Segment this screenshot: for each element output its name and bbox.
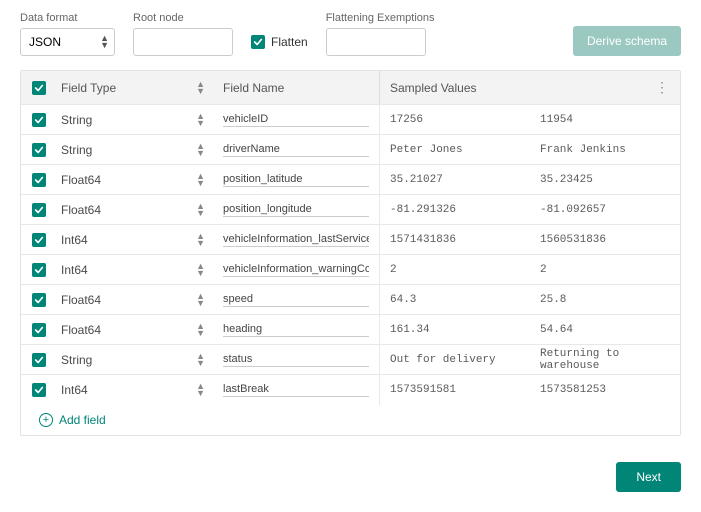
- derive-schema-button[interactable]: Derive schema: [573, 26, 681, 56]
- sampled-value-1: 35.21027: [379, 165, 530, 194]
- field-name-input[interactable]: heading: [223, 323, 369, 337]
- field-type-value: Float64: [61, 293, 101, 307]
- row-checkbox[interactable]: [32, 383, 46, 397]
- data-format-select[interactable]: JSON: [20, 28, 115, 56]
- table-row: Int64 ▲▼ vehicleInformation_lastService 157…: [21, 225, 680, 255]
- type-sort-icon[interactable]: ▲▼: [196, 173, 205, 187]
- table-row: String ▲▼ driverName Peter JonesFrank Jenki…: [21, 135, 680, 165]
- footer: Next: [20, 462, 681, 492]
- flatten-label: Flatten: [271, 35, 308, 49]
- sampled-value-2: 1573581253: [530, 375, 680, 405]
- sampled-value-1: 1573591581: [379, 375, 530, 405]
- sampled-value-1: -81.291326: [379, 195, 530, 224]
- sampled-value-1: 17256: [379, 105, 530, 134]
- data-format-label: Data format: [20, 12, 115, 24]
- field-type-value: Int64: [61, 383, 88, 397]
- header-field-type: Field Type: [61, 81, 116, 95]
- root-node-label: Root node: [133, 12, 233, 24]
- field-name-input[interactable]: speed: [223, 293, 369, 307]
- top-controls: Data format JSON ▲▼ Root node Flatten Fl…: [20, 12, 681, 56]
- field-type-value: String: [61, 143, 92, 157]
- field-type-value: Float64: [61, 203, 101, 217]
- add-field-label: Add field: [59, 413, 106, 427]
- type-sort-icon[interactable]: ▲▼: [196, 143, 205, 157]
- field-name-input[interactable]: position_longitude: [223, 203, 369, 217]
- field-name-input[interactable]: vehicleInformation_warningCod: [223, 263, 369, 277]
- field-name-input[interactable]: vehicleInformation_lastService: [223, 233, 369, 247]
- data-format-group: Data format JSON ▲▼: [20, 12, 115, 56]
- type-sort-icon[interactable]: ▲▼: [196, 233, 205, 247]
- row-checkbox[interactable]: [32, 323, 46, 337]
- next-button[interactable]: Next: [616, 462, 681, 492]
- header-sampled-values: Sampled Values: [390, 81, 477, 95]
- flatten-checkbox[interactable]: [251, 35, 265, 49]
- sampled-value-2: 1560531836: [530, 225, 680, 254]
- type-sort-icon[interactable]: ▲▼: [196, 323, 205, 337]
- field-name-input[interactable]: vehicleID: [223, 113, 369, 127]
- table-row: String ▲▼ status Out for deliveryReturning …: [21, 345, 680, 375]
- sampled-value-1: 161.34: [379, 315, 530, 344]
- row-checkbox[interactable]: [32, 113, 46, 127]
- header-field-name: Field Name: [223, 81, 284, 95]
- type-sort-icon[interactable]: ▲▼: [196, 81, 205, 95]
- row-checkbox[interactable]: [32, 203, 46, 217]
- flattening-exemptions-group: Flattening Exemptions: [326, 12, 435, 56]
- root-node-group: Root node: [133, 12, 233, 56]
- table-row: Float64 ▲▼ position_longitude -81.291326-81…: [21, 195, 680, 225]
- sampled-value-2: 54.64: [530, 315, 680, 344]
- table-row: Float64 ▲▼ position_latitude 35.2102735.234…: [21, 165, 680, 195]
- sampled-value-1: Peter Jones: [379, 135, 530, 164]
- sampled-value-2: 25.8: [530, 285, 680, 314]
- table-row: Float64 ▲▼ speed 64.325.8: [21, 285, 680, 315]
- sampled-value-1: 64.3: [379, 285, 530, 314]
- sampled-value-2: -81.092657: [530, 195, 680, 224]
- field-name-input[interactable]: position_latitude: [223, 173, 369, 187]
- table-row: Float64 ▲▼ heading 161.3454.64: [21, 315, 680, 345]
- sampled-value-2: 11954: [530, 105, 680, 134]
- flattening-exemptions-label: Flattening Exemptions: [326, 12, 435, 24]
- sampled-value-2: Frank Jenkins: [530, 135, 680, 164]
- field-type-value: Float64: [61, 323, 101, 337]
- type-sort-icon[interactable]: ▲▼: [196, 113, 205, 127]
- sampled-value-2: Returning to warehouse: [530, 345, 680, 374]
- plus-icon: +: [39, 413, 53, 427]
- sampled-value-1: Out for delivery: [379, 345, 530, 374]
- row-checkbox[interactable]: [32, 143, 46, 157]
- type-sort-icon[interactable]: ▲▼: [196, 203, 205, 217]
- sampled-value-1: 1571431836: [379, 225, 530, 254]
- sampled-value-2: 35.23425: [530, 165, 680, 194]
- root-node-input[interactable]: [133, 28, 233, 56]
- select-all-checkbox[interactable]: [32, 81, 46, 95]
- field-type-value: Int64: [61, 233, 88, 247]
- type-sort-icon[interactable]: ▲▼: [196, 263, 205, 277]
- field-type-value: Int64: [61, 263, 88, 277]
- sampled-value-1: 2: [379, 255, 530, 284]
- sampled-value-2: 2: [530, 255, 680, 284]
- field-name-input[interactable]: lastBreak: [223, 383, 369, 397]
- table-row: Int64 ▲▼ lastBreak 15735915811573581253: [21, 375, 680, 405]
- field-type-value: Float64: [61, 173, 101, 187]
- type-sort-icon[interactable]: ▲▼: [196, 293, 205, 307]
- type-sort-icon[interactable]: ▲▼: [196, 353, 205, 367]
- flatten-group: Flatten: [251, 28, 308, 56]
- add-field-button[interactable]: + Add field: [21, 405, 680, 435]
- table-header: Field Type ▲▼ Field Name Sampled Values …: [21, 71, 680, 105]
- row-checkbox[interactable]: [32, 173, 46, 187]
- type-sort-icon[interactable]: ▲▼: [196, 383, 205, 397]
- field-type-value: String: [61, 113, 92, 127]
- schema-table: Field Type ▲▼ Field Name Sampled Values …: [20, 70, 681, 436]
- field-name-input[interactable]: driverName: [223, 143, 369, 157]
- row-checkbox[interactable]: [32, 353, 46, 367]
- flattening-exemptions-input[interactable]: [326, 28, 426, 56]
- field-type-value: String: [61, 353, 92, 367]
- row-checkbox[interactable]: [32, 233, 46, 247]
- row-checkbox[interactable]: [32, 293, 46, 307]
- table-row: Int64 ▲▼ vehicleInformation_warningCod 22: [21, 255, 680, 285]
- row-checkbox[interactable]: [32, 263, 46, 277]
- table-row: String ▲▼ vehicleID 1725611954: [21, 105, 680, 135]
- more-menu-icon[interactable]: ⋮: [655, 79, 670, 96]
- field-name-input[interactable]: status: [223, 353, 369, 367]
